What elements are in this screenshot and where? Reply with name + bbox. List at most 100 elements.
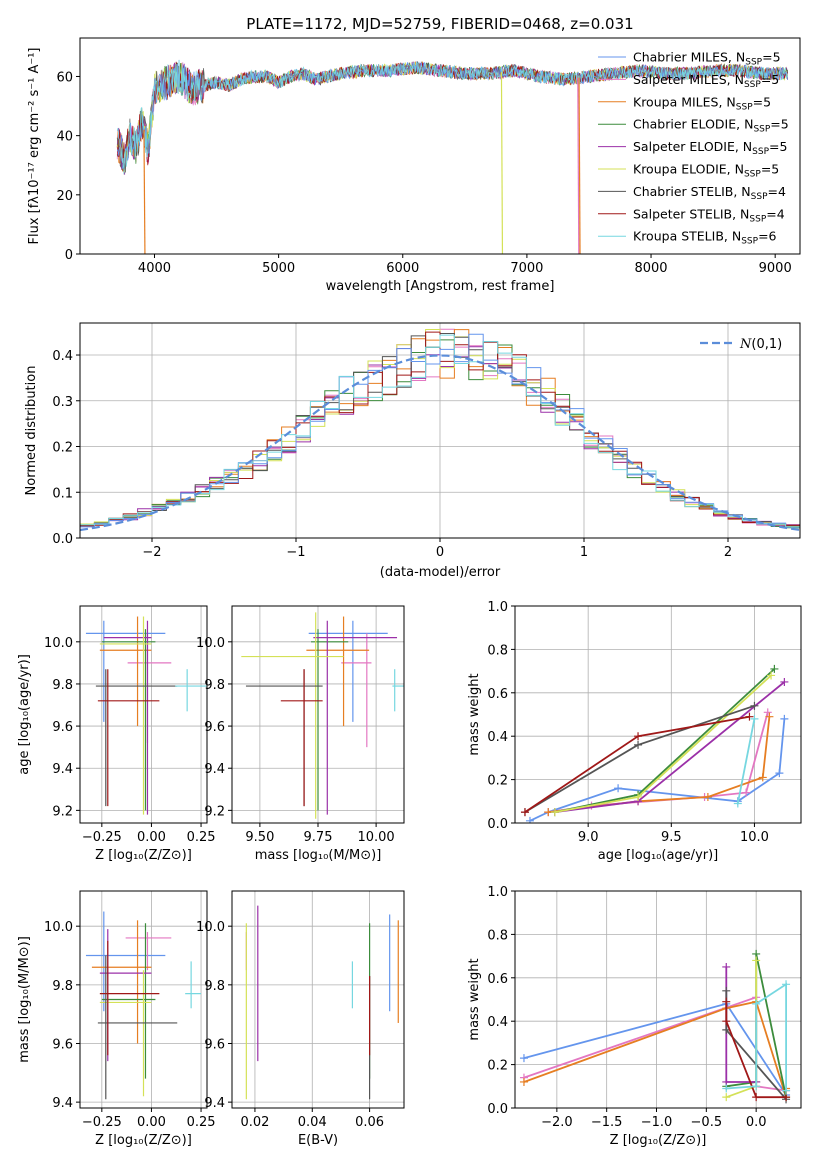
weight-point: [722, 1084, 731, 1093]
y-tick-label: 1.0: [487, 885, 508, 900]
plot-area: [519, 949, 791, 1104]
x-axis-label: E(B-V): [298, 1133, 338, 1148]
x-tick-label: 0.0: [746, 1115, 767, 1130]
y-tick-label: 0.4: [487, 1015, 508, 1030]
y-tick-label: 0.2: [52, 441, 73, 456]
legend-suffix: =5: [762, 50, 780, 65]
weight-point: [765, 712, 774, 721]
weight-point: [614, 784, 623, 793]
legend-entry: Chabrier ELODIE, NSSP=5: [633, 117, 789, 135]
legend-entry: Salpeter ELODIE, NSSP=5: [633, 139, 787, 157]
weight-point: [722, 997, 731, 1006]
y-tick-label: 9.6: [52, 1037, 73, 1052]
x-tick-label: −1: [286, 545, 305, 560]
weight-point: [780, 677, 789, 686]
spectrum-dropout: [578, 77, 581, 254]
weight-point: [722, 1017, 731, 1026]
x-tick-label: 5000: [262, 261, 295, 276]
legend-entry: Salpeter MILES, NSSP=5: [633, 72, 779, 90]
weight-point: [703, 792, 712, 801]
y-tick-label: 0.0: [52, 532, 73, 547]
legend-entry: N(0,1): [739, 337, 782, 352]
x-tick-label: 10.0: [740, 830, 769, 845]
weight-point: [775, 769, 784, 778]
weight-point: [742, 788, 751, 797]
y-tick-label: 1.0: [487, 600, 508, 615]
weight-line: [548, 712, 769, 813]
histogram-line: [80, 334, 800, 528]
y-tick-label: 9.8: [204, 678, 225, 693]
panel-weight-vs-Z: −2.0 −1.5 −1.0 −0.5 0.0 0.0 0.2 0.4 0.6 0.8 1.0 Z […: [467, 885, 802, 1148]
axes-frame: [231, 890, 405, 1109]
weight-point: [520, 808, 529, 817]
panel-mass-vs-Z: −0.25 0.00 0.25 9.4 9.6 9.8 10.0 Z [log₁₀(Z/Z⊙)…: [17, 890, 216, 1148]
y-tick-label: 10.0: [196, 920, 225, 935]
y-tick-label: 10.0: [44, 636, 73, 651]
legend-entry: Kroupa ELODIE, NSSP=5: [633, 162, 779, 180]
spectrum-line: [116, 59, 788, 175]
weight-point: [745, 712, 754, 721]
panel-residuals: −2 −1 0 1 2 0.0 0.1 0.2 0.3 0.4 (data-model)/error…: [24, 322, 801, 580]
weight-point: [733, 799, 742, 808]
x-tick-label: 9.5: [661, 830, 682, 845]
legend-entry: Kroupa MILES, NSSP=5: [633, 94, 771, 112]
y-axis-label: Normed distribution: [24, 366, 39, 496]
weight-point: [752, 1093, 761, 1102]
legend-suffix: =4: [768, 184, 786, 199]
legend-entry: Chabrier STELIB, NSSP=4: [633, 184, 786, 202]
axes-frame: [79, 890, 208, 1109]
legend-suffix: =6: [758, 229, 776, 244]
weight-line: [523, 996, 787, 1092]
plot-area: [85, 616, 207, 815]
x-tick-label: 0.02: [240, 1115, 269, 1130]
legend-subscript: SSP: [745, 58, 762, 68]
y-tick-label: 9.4: [204, 762, 225, 777]
weight-point: [722, 962, 731, 971]
weight-point: [550, 808, 559, 817]
panel-spectrum: 4000 5000 6000 7000 8000 9000 0 20 40 60 wavelengt…: [27, 37, 801, 294]
y-tick-label: 9.4: [52, 1096, 73, 1111]
legend-suffix: =5: [761, 72, 779, 87]
y-tick-label: 40: [56, 130, 73, 145]
y-tick-label: 9.2: [204, 804, 225, 819]
legend-entry: Salpeter STELIB, NSSP=4: [633, 206, 785, 224]
axes-frame: [79, 37, 801, 255]
panel-weight-vs-age: 9.0 9.5 10.0 0.0 0.2 0.4 0.6 0.8 1.0 age [log₁₀(a…: [467, 600, 802, 863]
x-tick-label: −0.25: [82, 1115, 122, 1130]
x-tick-label: 2: [724, 545, 732, 560]
x-tick-label: 8000: [634, 261, 667, 276]
weight-line: [725, 960, 758, 1099]
legend-suffix: =5: [770, 117, 788, 132]
legend: Chabrier MILES, NSSP=5 Salpeter MILES, NS…: [598, 50, 789, 247]
x-axis-label: age [log₁₀(age/yr)]: [598, 848, 719, 863]
y-tick-label: 0.8: [487, 928, 508, 943]
plot-area: [245, 905, 399, 1100]
plot-area: [520, 664, 789, 823]
y-tick-label: 9.4: [52, 762, 73, 777]
figure-title: PLATE=1172, MJD=52759, FIBERID=0468, z=0…: [246, 15, 633, 33]
weight-point: [519, 1054, 528, 1063]
weight-line: [554, 674, 772, 813]
legend-subscript: SSP: [744, 170, 761, 180]
legend-entry: Chabrier MILES, NSSP=5: [633, 50, 781, 68]
y-tick-label: 9.6: [204, 720, 225, 735]
spectrum-dropout: [577, 77, 580, 254]
legend-entry: Kroupa STELIB, NSSP=6: [633, 229, 777, 247]
weight-point: [770, 664, 779, 673]
x-tick-label: 9.0: [578, 830, 599, 845]
y-tick-label: 9.8: [204, 979, 225, 994]
x-tick-label: 0.00: [137, 1115, 166, 1130]
weight-point: [758, 773, 767, 782]
x-tick-label: 0.04: [298, 1115, 327, 1130]
weight-point: [722, 986, 731, 995]
x-tick-label: 9000: [759, 261, 792, 276]
spectrum-dropout: [500, 72, 504, 254]
panel-age-vs-Z: −0.25 0.00 0.25 9.2 9.4 9.6 9.8 10.0 Z [log₁₀(Z/…: [17, 605, 216, 863]
x-tick-label: 6000: [386, 261, 419, 276]
x-axis-label: Z [log₁₀(Z/Z⊙)]: [95, 1133, 192, 1148]
legend-subscript: SSP: [749, 214, 766, 224]
weight-point: [782, 1086, 791, 1095]
y-axis-label: age [log₁₀(age/yr)]: [17, 654, 32, 775]
weight-line: [725, 1001, 787, 1099]
